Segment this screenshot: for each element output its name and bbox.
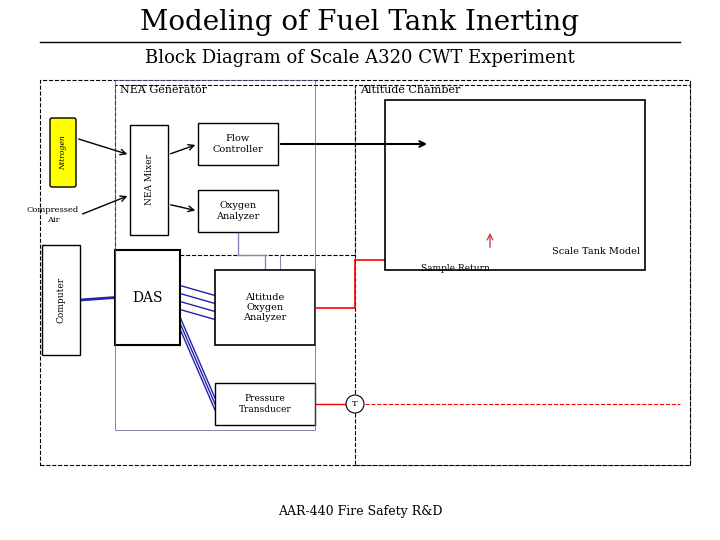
Bar	[215, 383, 315, 425]
Text: DAS: DAS	[132, 291, 163, 305]
Text: Computer: Computer	[56, 277, 66, 323]
Text: Altitude Chamber: Altitude Chamber	[360, 85, 460, 95]
Bar	[385, 100, 645, 270]
Text: Compressed
Air: Compressed Air	[27, 206, 79, 224]
Text: Altitude
Oxygen
Analyzer: Altitude Oxygen Analyzer	[243, 293, 287, 322]
Circle shape	[346, 395, 364, 413]
Bar	[115, 80, 315, 430]
Bar	[215, 270, 315, 345]
Text: Modeling of Fuel Tank Inerting: Modeling of Fuel Tank Inerting	[140, 9, 580, 36]
Bar	[42, 245, 80, 355]
Text: Block Diagram of Scale A320 CWT Experiment: Block Diagram of Scale A320 CWT Experime…	[145, 49, 575, 67]
Bar	[130, 125, 168, 235]
FancyBboxPatch shape	[50, 118, 76, 187]
Bar	[198, 123, 278, 165]
Text: Flow
Controller: Flow Controller	[212, 134, 264, 154]
Text: NEA Generator: NEA Generator	[120, 85, 207, 95]
Bar	[355, 85, 690, 465]
Text: Oxygen
Analyzer: Oxygen Analyzer	[217, 201, 260, 221]
Text: T: T	[352, 400, 358, 408]
Text: AAR-440 Fire Safety R&D: AAR-440 Fire Safety R&D	[278, 505, 442, 518]
Text: NEA Mixer: NEA Mixer	[145, 154, 153, 205]
Bar	[40, 80, 690, 465]
Bar	[115, 85, 355, 255]
Text: Nitrogen: Nitrogen	[59, 135, 67, 170]
Text: Sample Return: Sample Return	[420, 264, 490, 273]
Text: Scale Tank Model: Scale Tank Model	[552, 247, 640, 256]
Text: Pressure
Transducer: Pressure Transducer	[238, 394, 292, 414]
Bar	[198, 190, 278, 232]
Bar	[115, 250, 180, 345]
